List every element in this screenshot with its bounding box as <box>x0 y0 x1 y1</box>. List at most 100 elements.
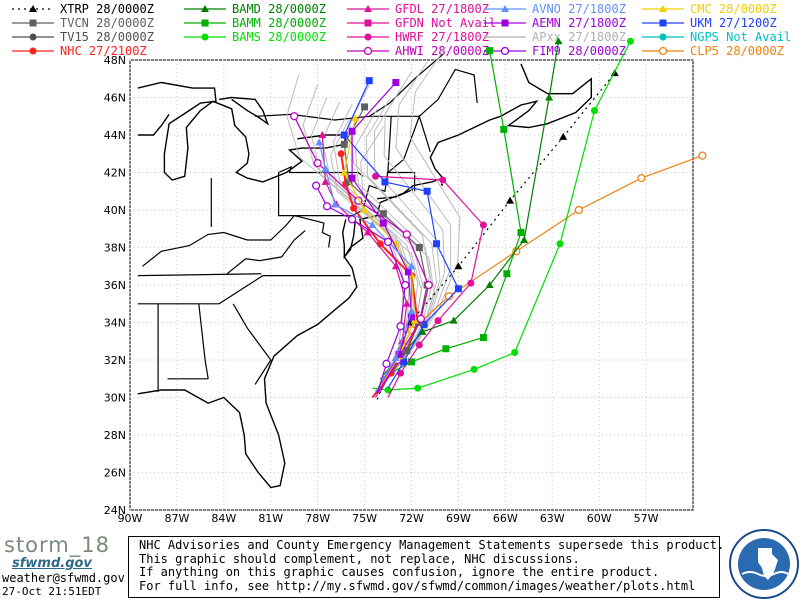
track-point <box>340 140 348 148</box>
track-point <box>337 150 345 158</box>
legend-label: NHC 27/2100Z <box>60 44 147 58</box>
apxx-track <box>330 119 422 389</box>
track-point <box>340 131 348 139</box>
legend-marker <box>364 19 372 27</box>
track-point <box>449 316 458 324</box>
track-point <box>350 204 358 212</box>
legend-symbol-icon <box>642 19 684 27</box>
legend-marker <box>29 47 37 55</box>
legend-label: GFDN Not Avail <box>395 16 497 30</box>
track-point <box>360 206 369 213</box>
legend-marker <box>29 19 37 27</box>
track-point <box>396 322 405 331</box>
coastline-segment <box>377 188 414 200</box>
track-point <box>407 262 416 270</box>
legend-label: AEMN 27/1800Z <box>532 16 626 30</box>
track-point <box>361 103 369 111</box>
track-point <box>545 93 554 101</box>
lat-tick-label: 46N <box>104 92 126 105</box>
track-point <box>321 164 330 172</box>
track-point <box>368 221 377 228</box>
track-point <box>402 299 411 307</box>
disclaimer-box: NHC Advisories and County Emergency Mana… <box>128 536 725 598</box>
track-point <box>379 210 387 218</box>
track-line <box>375 175 485 398</box>
legend-marker <box>501 19 509 27</box>
model-tracks <box>290 37 707 400</box>
legend-label: CLP5 28/0000Z <box>690 44 784 58</box>
legend-marker <box>364 33 372 41</box>
track-point <box>503 270 511 278</box>
model-legend: XTRP 28/0000Z TVCN 28/0000Z TV15 28/0000Z N… <box>0 0 800 58</box>
track-point <box>485 281 494 288</box>
legend-marker <box>364 5 372 12</box>
legend-marker <box>659 5 667 12</box>
track-point <box>340 168 349 176</box>
lat-tick-label: 40N <box>104 204 126 217</box>
coastline-segment <box>137 81 250 181</box>
track-point <box>470 365 478 373</box>
legend-marker <box>659 33 667 41</box>
track-point <box>395 350 403 358</box>
legend-label: AVNO 27/1800Z <box>532 2 626 16</box>
lon-tick-label: 69W <box>446 512 471 525</box>
legend-marker <box>201 19 209 27</box>
legend-symbol-icon <box>184 19 226 27</box>
track-point <box>511 349 519 356</box>
track-avno <box>315 138 416 393</box>
state-border <box>368 53 444 117</box>
apxx-track <box>321 101 419 389</box>
lat-tick-label: 36N <box>104 279 126 292</box>
legend-marker <box>501 5 509 12</box>
lat-tick-label: 28N <box>104 429 126 442</box>
apxx-track <box>310 96 414 389</box>
disclaimer-line[interactable]: For full info, see http://my.sfwmd.gov/s… <box>139 578 696 593</box>
lat-tick-label: 24N <box>104 504 126 517</box>
track-point <box>363 228 372 236</box>
track-point <box>365 77 373 85</box>
track-point <box>407 307 416 315</box>
track-point <box>444 292 454 301</box>
state-border <box>255 68 478 121</box>
legend-symbol-icon <box>484 36 526 38</box>
track-point <box>415 244 423 251</box>
legend-symbol-icon <box>347 19 389 27</box>
track-point <box>433 240 441 248</box>
track-aemn <box>348 79 415 391</box>
track-point <box>401 280 410 290</box>
track-point <box>414 384 422 392</box>
legend-marker <box>500 46 510 56</box>
coastline-segment <box>137 113 170 136</box>
track-clp5 <box>382 151 707 383</box>
track-point <box>517 229 525 236</box>
track-point <box>467 279 475 287</box>
track-point <box>311 181 321 190</box>
legend-marker <box>363 46 373 56</box>
lon-tick-label: 84W <box>211 512 236 525</box>
disclaimer-line: NHC Advisories and County Emergency Mana… <box>139 538 725 552</box>
coastline-segment <box>440 183 444 187</box>
sfwmd-logo-link[interactable]: sfwmd.gov <box>12 556 92 571</box>
track-point <box>454 285 462 293</box>
contact-email[interactable]: weather@sfwmd.gov <box>2 571 125 585</box>
legend-symbol-icon <box>484 5 526 12</box>
track-point <box>520 236 529 243</box>
disclaimer-line: If anything on this graphic causes confu… <box>139 565 660 579</box>
track-point <box>418 327 427 335</box>
lat-lon-grid <box>129 59 694 511</box>
track-point <box>416 314 426 323</box>
lon-tick-label: 81W <box>258 512 283 525</box>
timestamp: 27-Oct 21:51EDT <box>2 585 102 598</box>
state-border <box>278 165 364 177</box>
legend-symbol-icon <box>12 5 54 12</box>
lon-tick-label: 63W <box>540 512 565 525</box>
track-point <box>486 47 494 55</box>
track-line <box>343 117 416 387</box>
state-border <box>294 215 331 248</box>
track-point <box>400 358 408 366</box>
lat-tick-label: 34N <box>104 317 126 330</box>
track-bamm <box>379 47 525 380</box>
legend-symbol-icon <box>184 5 226 12</box>
track-point <box>347 215 357 224</box>
track-point <box>383 237 393 247</box>
